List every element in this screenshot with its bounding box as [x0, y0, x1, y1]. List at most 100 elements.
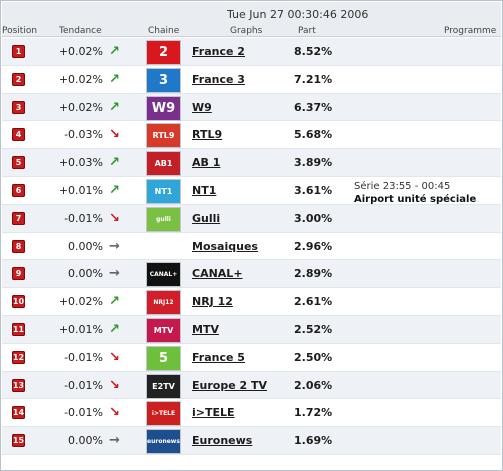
- channel-logo-mark: i>TELE: [147, 402, 180, 426]
- channel-logo-mark: NRJ12: [147, 291, 180, 315]
- channel-logo-icon[interactable]: euronews: [146, 429, 181, 455]
- channel-logo-icon[interactable]: AB1: [146, 151, 181, 177]
- audience-share: 2.06%: [294, 378, 333, 392]
- audience-share: 3.00%: [294, 211, 333, 225]
- trend-value: -0.01%: [64, 350, 103, 364]
- trend-value: +0.02%: [58, 45, 103, 58]
- position-badge: 3: [12, 100, 25, 114]
- trend-value: -0.01%: [64, 406, 103, 420]
- position-badge: 12: [12, 350, 25, 364]
- channel-logo-icon[interactable]: NT1: [146, 178, 181, 204]
- channel-logo-icon[interactable]: W9: [146, 95, 181, 121]
- trend-up-icon: ↗: [109, 294, 120, 310]
- table-row: 9 0.00% → CANAL+ CANAL+ 2.89%: [2, 260, 501, 289]
- audience-share: 2.50%: [294, 350, 333, 364]
- trend-value: -0.03%: [64, 128, 103, 142]
- table-row: 5 +0.03% ↗ AB1 AB 1 3.89%: [2, 149, 501, 177]
- channel-logo-icon[interactable]: 3: [146, 67, 181, 93]
- trend-value: 0.00%: [68, 267, 103, 281]
- audience-share: 2.89%: [294, 267, 333, 281]
- table-row: 1 +0.02% ↗ 2 France 2 8.52%: [2, 38, 501, 66]
- table-row: 13 -0.01% ↘ E2TV Europe 2 TV 2.06%: [2, 371, 501, 400]
- channel-name-link[interactable]: CANAL+: [192, 267, 243, 281]
- table-row: 4 -0.03% ↘ RTL9 RTL9 5.68%: [2, 121, 501, 150]
- trend-down-icon: ↘: [109, 377, 120, 393]
- position-badge: 7: [12, 211, 25, 225]
- channel-logo-icon[interactable]: gulli: [146, 206, 181, 232]
- channel-name-link[interactable]: MTV: [192, 322, 219, 336]
- audience-share: 5.68%: [294, 128, 333, 142]
- channel-logo-icon[interactable]: 2: [146, 40, 181, 65]
- channel-logo-mark: RTL9: [147, 124, 180, 148]
- trend-value: -0.01%: [64, 211, 103, 225]
- channel-logo-icon[interactable]: MTV: [146, 317, 181, 343]
- channel-logo-icon[interactable]: NRJ12: [146, 290, 181, 316]
- position-badge: 1: [12, 45, 25, 58]
- trend-down-icon: ↘: [109, 349, 120, 365]
- trend-up-icon: ↗: [109, 321, 120, 337]
- channel-name-link[interactable]: Europe 2 TV: [192, 378, 267, 392]
- channel-name-link[interactable]: RTL9: [192, 128, 223, 142]
- audience-share: 2.61%: [294, 295, 333, 309]
- audience-share: 1.72%: [294, 406, 333, 420]
- trend-up-icon: ↗: [109, 71, 120, 87]
- channel-name-link[interactable]: Gulli: [192, 211, 221, 225]
- audience-share: 1.69%: [294, 434, 333, 448]
- col-header-tendance: Tendance: [59, 26, 102, 36]
- trend-value: +0.02%: [58, 100, 103, 114]
- trend-down-icon: ↘: [109, 127, 120, 143]
- channel-logo-mark: 2: [147, 41, 180, 64]
- programme-time: Série 23:55 - 00:45: [354, 180, 451, 192]
- channel-name-link[interactable]: France 5: [192, 350, 245, 364]
- col-header-chaine: Chaine: [148, 26, 180, 36]
- channel-logo-mark: NT1: [147, 179, 180, 203]
- trend-value: +0.01%: [58, 322, 103, 336]
- channel-logo-mark: euronews: [147, 430, 180, 454]
- trend-up-icon: ↗: [109, 182, 120, 198]
- table-row: 14 -0.01% ↘ i>TELE i>TELE 1.72%: [2, 399, 501, 428]
- channel-logo-mark: AB1: [147, 152, 180, 176]
- trend-value: +0.01%: [58, 183, 103, 197]
- audience-share: 3.89%: [294, 156, 333, 170]
- position-badge: 11: [12, 322, 25, 336]
- trend-value: +0.02%: [58, 295, 103, 309]
- channel-logo-icon[interactable]: 5: [146, 345, 181, 371]
- channel-name-link[interactable]: France 3: [192, 72, 245, 86]
- position-badge: 5: [12, 156, 25, 170]
- channel-logo-icon[interactable]: i>TELE: [146, 401, 181, 427]
- trend-up-icon: ↗: [109, 44, 120, 59]
- table-row: 15 0.00% → euronews Euronews 1.69%: [2, 427, 501, 455]
- position-badge: 9: [12, 267, 25, 281]
- channel-table: 1 +0.02% ↗ 2 France 2 8.52% 2 +0.02% ↗ 3 France 3 7…: [2, 38, 501, 455]
- col-header-graphs: Graphs: [230, 26, 263, 36]
- table-row: 11 +0.01% ↗ MTV MTV 2.52%: [2, 315, 501, 344]
- trend-value: 0.00%: [68, 434, 103, 448]
- table-row: 7 -0.01% ↘ gulli Gulli 3.00%: [2, 204, 501, 233]
- channel-logo-icon[interactable]: RTL9: [146, 123, 181, 149]
- table-row: 2 +0.02% ↗ 3 France 3 7.21%: [2, 65, 501, 94]
- table-row: 10 +0.02% ↗ NRJ12 NRJ 12 2.61%: [2, 288, 501, 316]
- table-row: 12 -0.01% ↘ 5 France 5 2.50%: [2, 343, 501, 372]
- programme-info: Série 23:55 - 00:45 Airport unité spécial…: [354, 180, 476, 206]
- audience-share: 7.21%: [294, 72, 333, 86]
- position-badge: 8: [12, 239, 25, 253]
- channel-name-link[interactable]: Euronews: [192, 434, 253, 448]
- channel-name-link[interactable]: W9: [192, 100, 212, 114]
- trend-down-icon: ↘: [109, 210, 120, 226]
- channel-logo-mark: CANAL+: [147, 263, 180, 287]
- channel-name-link[interactable]: Mosaiques: [192, 239, 258, 253]
- channel-logo-icon[interactable]: E2TV: [146, 373, 181, 399]
- channel-name-link[interactable]: AB 1: [192, 156, 221, 170]
- timestamp: Tue Jun 27 00:30:46 2006: [227, 8, 369, 21]
- channel-name-link[interactable]: NRJ 12: [192, 295, 233, 309]
- trend-up-icon: ↗: [109, 155, 120, 171]
- audience-share: 2.52%: [294, 322, 333, 336]
- channel-name-link[interactable]: NT1: [192, 183, 217, 197]
- trend-flat-icon: →: [109, 238, 120, 254]
- trend-value: +0.02%: [58, 72, 103, 86]
- channel-logo-icon[interactable]: CANAL+: [146, 262, 181, 288]
- position-badge: 15: [12, 434, 25, 448]
- channel-name-link[interactable]: i>TELE: [192, 406, 235, 420]
- col-header-position: Position: [2, 26, 38, 36]
- channel-name-link[interactable]: France 2: [192, 45, 245, 58]
